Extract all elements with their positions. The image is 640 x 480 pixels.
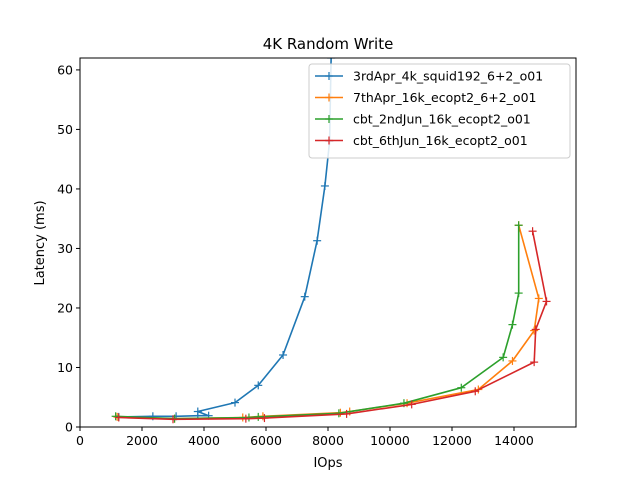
legend-label: cbt_2ndJun_16k_ecopt2_o01 <box>353 112 531 127</box>
y-tick-label-4: 30 <box>57 241 73 256</box>
series-1-point-12 <box>320 181 329 190</box>
legend-box <box>308 63 571 159</box>
x-tick-label-6: 10000 <box>370 433 410 448</box>
series-1-point-7 <box>231 398 239 407</box>
series-1-point-8 <box>254 381 263 390</box>
legend-label: cbt_6thJun_16k_ecopt2_o01 <box>353 133 528 148</box>
series-1-point-11 <box>313 236 322 245</box>
x-tick-label-5: 8000 <box>312 433 344 448</box>
x-tick-label-1: 0 <box>76 433 84 448</box>
series-4-point-9 <box>531 325 540 334</box>
legend: 3rdApr_4k_squid192_6+2_o01 7thApr_16k_eco… <box>308 63 571 159</box>
series-3-point-8 <box>499 353 508 362</box>
series-3-point-11 <box>514 221 523 230</box>
y-tick-label-2: 10 <box>57 360 73 375</box>
y-axis-label: Latency (ms) <box>33 200 48 285</box>
series-4 <box>114 227 551 424</box>
series-3-point-9 <box>508 320 517 329</box>
series-4-point-11 <box>528 227 537 236</box>
axis-ticks: 0 2000 4000 6000 8000 10000 12000 14000 0 10 20 30 4… <box>57 62 534 448</box>
series-4-point-10 <box>542 297 551 306</box>
legend-item-2: 7thApr_16k_ecopt2_6+2_o01 <box>315 90 536 105</box>
series-1 <box>114 58 336 421</box>
series-4-point-1 <box>114 413 123 422</box>
x-tick-label-7: 12000 <box>432 433 472 448</box>
series-3-point-5 <box>334 409 343 418</box>
chart-title: 4K Random Write <box>263 35 394 53</box>
legend-label: 7thApr_16k_ecopt2_6+2_o01 <box>353 90 536 105</box>
x-tick-label-8: 14000 <box>494 433 534 448</box>
y-tick-label-7: 60 <box>57 62 73 77</box>
x-tick-label-2: 2000 <box>126 433 158 448</box>
y-tick-label-5: 40 <box>57 181 73 196</box>
series-group <box>111 58 551 424</box>
series-1-line <box>118 58 332 418</box>
series-2-point-11 <box>534 294 543 303</box>
legend-item-3: cbt_2ndJun_16k_ecopt2_o01 <box>315 112 531 127</box>
y-tick-label-6: 50 <box>57 122 73 137</box>
series-3-line <box>115 225 520 420</box>
legend-label: 3rdApr_4k_squid192_6+2_o01 <box>353 69 543 84</box>
series-2-point-10 <box>530 326 539 335</box>
plot-area <box>79 57 577 428</box>
series-4-line <box>118 231 548 421</box>
series-3-point-10 <box>514 289 523 298</box>
series-4-point-6 <box>407 400 416 409</box>
y-tick-label-3: 20 <box>57 300 73 315</box>
y-tick-label-1: 0 <box>65 420 73 435</box>
series-1-point-10 <box>300 292 309 301</box>
series-4-point-7 <box>471 387 480 396</box>
series-2-point-9 <box>508 356 517 365</box>
series-1-point-6 <box>193 407 202 416</box>
series-2 <box>113 221 543 423</box>
legend-item-1: 3rdApr_4k_squid192_6+2_o01 <box>315 69 543 84</box>
series-4-point-3 <box>241 414 250 423</box>
series-4-point-5 <box>342 409 351 418</box>
series-4-point-2 <box>169 415 177 424</box>
series-1-point-9 <box>279 350 288 359</box>
series-4-point-4 <box>260 414 269 423</box>
x-tick-label-4: 6000 <box>250 433 282 448</box>
legend-item-4: cbt_6thJun_16k_ecopt2_o01 <box>315 133 528 148</box>
series-1-point-14 <box>327 58 336 62</box>
x-tick-label-3: 4000 <box>188 433 220 448</box>
series-4-point-8 <box>530 358 539 367</box>
x-axis-label: IOps <box>313 456 342 471</box>
series-3-point-4 <box>254 412 263 421</box>
series-3-point-7 <box>457 383 466 392</box>
